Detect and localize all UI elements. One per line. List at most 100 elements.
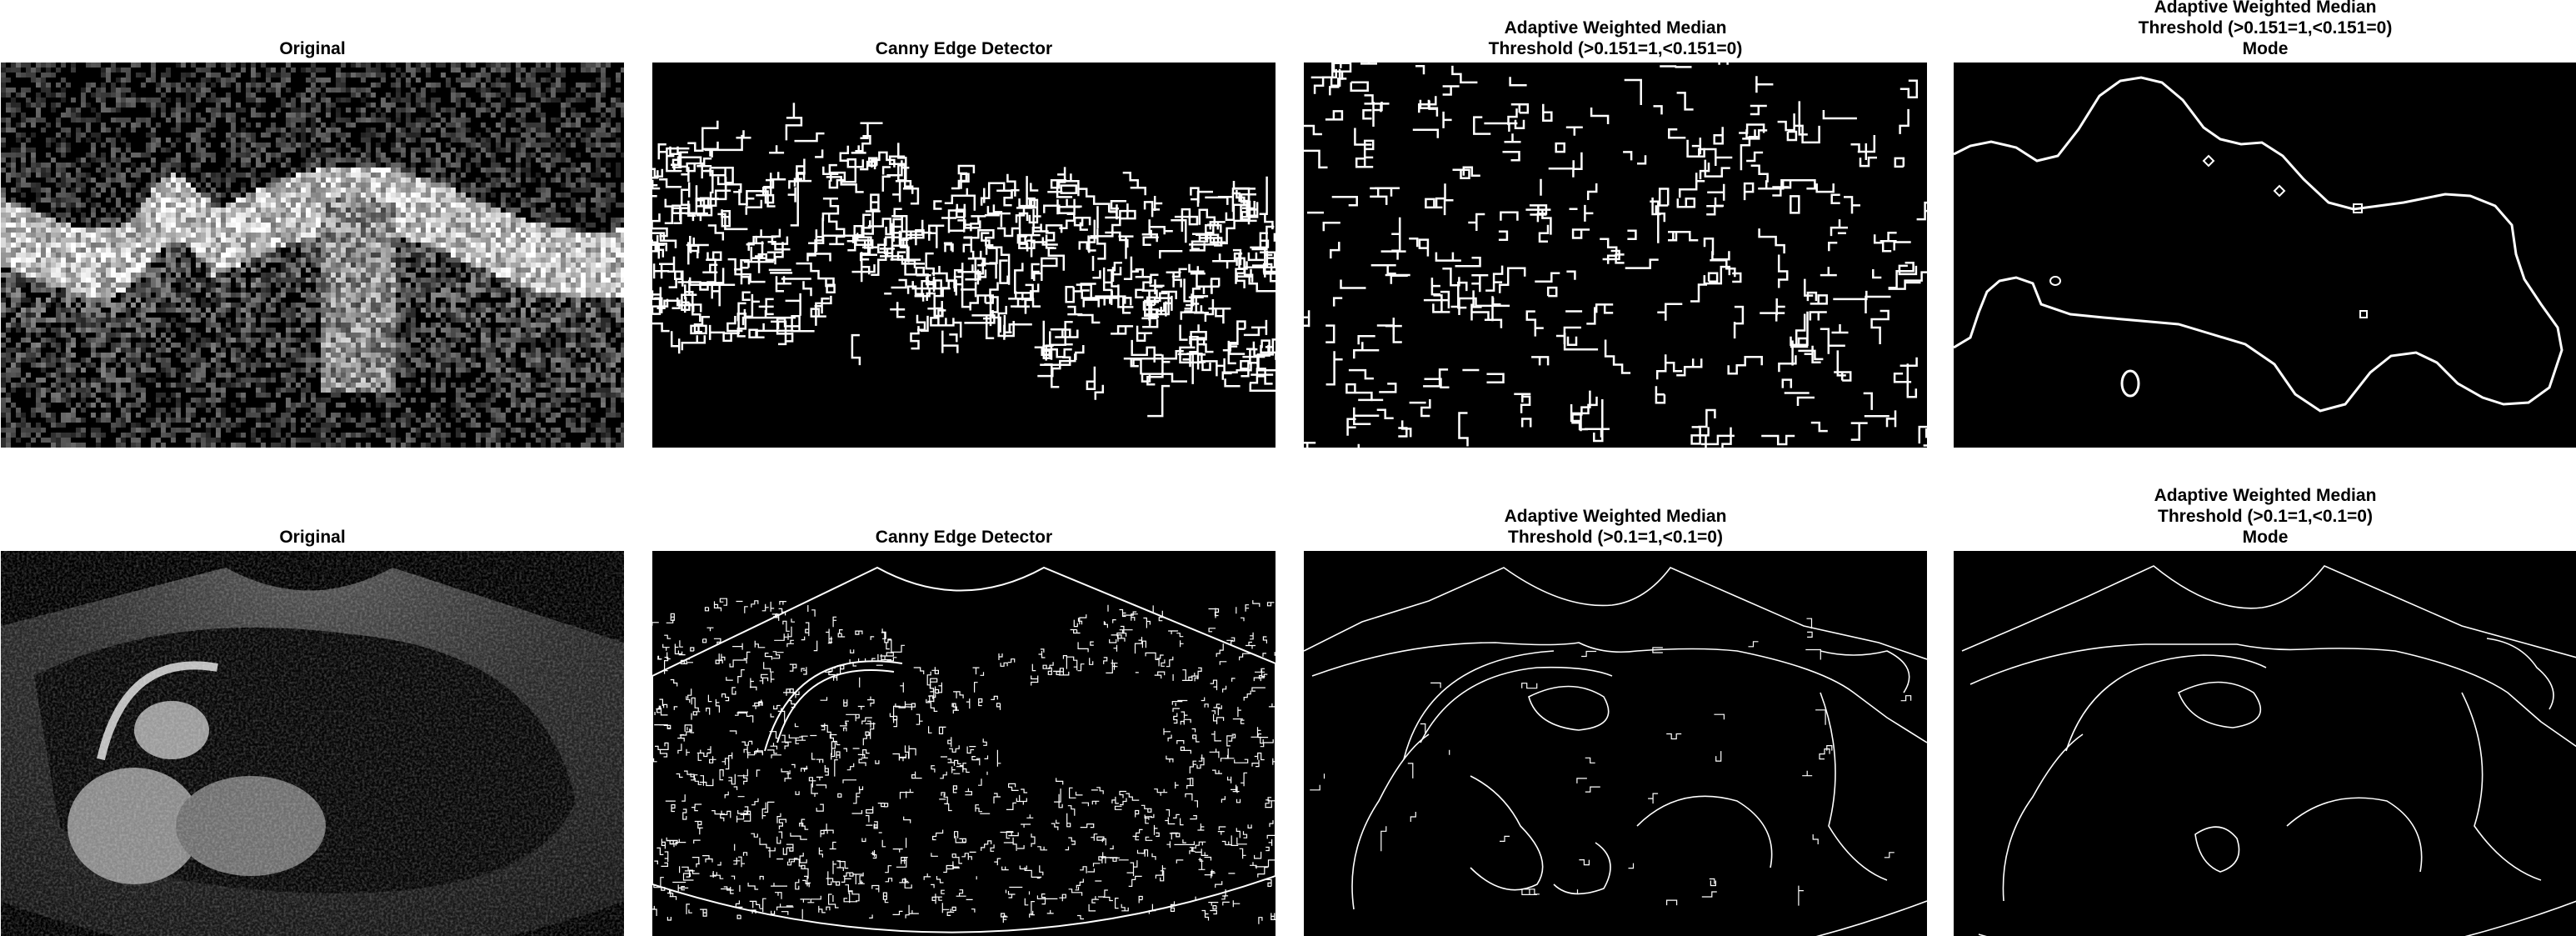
edge-segment <box>1460 413 1468 447</box>
edge-segment <box>964 238 971 253</box>
awm-mode-canvas <box>1954 63 2576 448</box>
edge-segment <box>1505 133 1521 142</box>
contour-line <box>2179 683 2260 728</box>
edge-segment <box>1193 761 1196 764</box>
edge-segment <box>1146 837 1152 840</box>
edge-segment <box>975 683 978 693</box>
edge-segment <box>1001 913 1008 917</box>
edge-segment <box>812 753 816 759</box>
edge-segment <box>1190 816 1196 819</box>
edge-segment <box>1087 868 1094 872</box>
edge-segment <box>1364 110 1372 118</box>
edge-segment <box>1076 345 1083 360</box>
edge-segment <box>700 828 703 834</box>
edge-segment <box>804 281 811 296</box>
edge-segment <box>1252 760 1259 767</box>
edge-segment <box>1749 642 1759 647</box>
edge-segment <box>871 195 878 210</box>
edge-segment <box>725 792 728 798</box>
edge-segment <box>880 248 925 263</box>
edge-segment <box>1015 263 1030 300</box>
edge-segment <box>931 884 934 888</box>
edge-segment <box>1121 904 1128 911</box>
edge-segment <box>691 326 706 333</box>
edge-segment <box>1244 320 1266 335</box>
contour-line <box>1312 643 1927 743</box>
panel-title-line: Threshold (>0.1=1,<0.1=0) <box>1954 506 2576 527</box>
edge-segment <box>1745 183 1753 200</box>
edge-segment <box>972 757 979 760</box>
edge-segment <box>1237 799 1241 803</box>
edge-segment <box>1106 659 1116 673</box>
edge-segment <box>771 602 774 612</box>
edge-segment <box>1263 739 1273 743</box>
edge-segment <box>1702 892 1717 897</box>
edge-segment <box>1127 863 1134 876</box>
edge-segment <box>981 841 991 851</box>
edge-segment <box>1511 104 1528 113</box>
edge-segment <box>881 657 891 660</box>
edge-segment <box>1258 361 1273 383</box>
edge-segment <box>846 714 859 721</box>
edge-segment <box>940 772 946 778</box>
edge-segment <box>1063 656 1066 669</box>
edge-segment <box>1253 600 1260 607</box>
edge-segment <box>710 756 716 763</box>
edge-segment <box>657 706 661 713</box>
edge-segment <box>885 803 888 807</box>
edge-segment <box>738 807 748 813</box>
edge-segment <box>1096 788 1103 794</box>
edge-segment <box>881 633 891 643</box>
edge-segment <box>1525 889 1540 894</box>
edge-segment <box>1171 220 1186 243</box>
edge-segment <box>1176 782 1179 788</box>
edge-segment <box>1146 653 1159 666</box>
edge-segment <box>762 803 766 819</box>
edge-segment <box>1637 155 1645 163</box>
edge-segment <box>1211 731 1221 741</box>
edge-segment <box>933 830 943 840</box>
edge-segment <box>1193 288 1208 296</box>
edge-segment <box>1844 197 1860 213</box>
edge-segment <box>1334 298 1342 307</box>
edge-segment <box>1221 796 1225 803</box>
edge-segment <box>676 774 683 778</box>
edge-segment <box>1209 628 1216 632</box>
awm-mode-image <box>1954 63 2576 448</box>
edge-segment <box>691 729 694 733</box>
edge-segment <box>773 613 776 617</box>
edge-segment <box>863 750 870 757</box>
edge-segment <box>814 641 817 651</box>
edge-segment <box>1381 252 1406 260</box>
edge-segment <box>1156 865 1166 878</box>
edge-segment <box>952 767 956 773</box>
edge-segment <box>1901 696 1911 701</box>
edge-segment <box>1212 770 1222 773</box>
edge-segment <box>1832 324 1849 333</box>
edge-segment <box>701 268 723 283</box>
edge-segment <box>1251 227 1274 249</box>
edge-segment <box>1112 797 1119 803</box>
edge-segment <box>1110 858 1120 861</box>
edge-segment <box>1177 741 1184 744</box>
edge-segment <box>871 637 874 640</box>
edge-segment <box>679 652 686 655</box>
edge-segment <box>661 750 667 757</box>
edge-segment <box>994 793 1001 803</box>
edge-segment <box>1629 863 1634 868</box>
edge-segment <box>901 858 908 864</box>
edge-segment <box>893 849 903 853</box>
edge-segment <box>1067 307 1082 314</box>
edge-segment <box>861 252 869 282</box>
edge-segment <box>1710 881 1715 886</box>
edge-segment <box>1067 813 1071 827</box>
edge-segment <box>882 840 886 847</box>
edge-segment <box>745 294 760 317</box>
edge-segment <box>1258 734 1268 738</box>
contour-line <box>1329 901 1927 936</box>
edge-segment <box>1255 753 1265 760</box>
edge-segment <box>965 788 971 795</box>
edge-segment <box>693 712 700 715</box>
edge-segment <box>1425 199 1442 208</box>
edge-segment <box>724 887 734 893</box>
